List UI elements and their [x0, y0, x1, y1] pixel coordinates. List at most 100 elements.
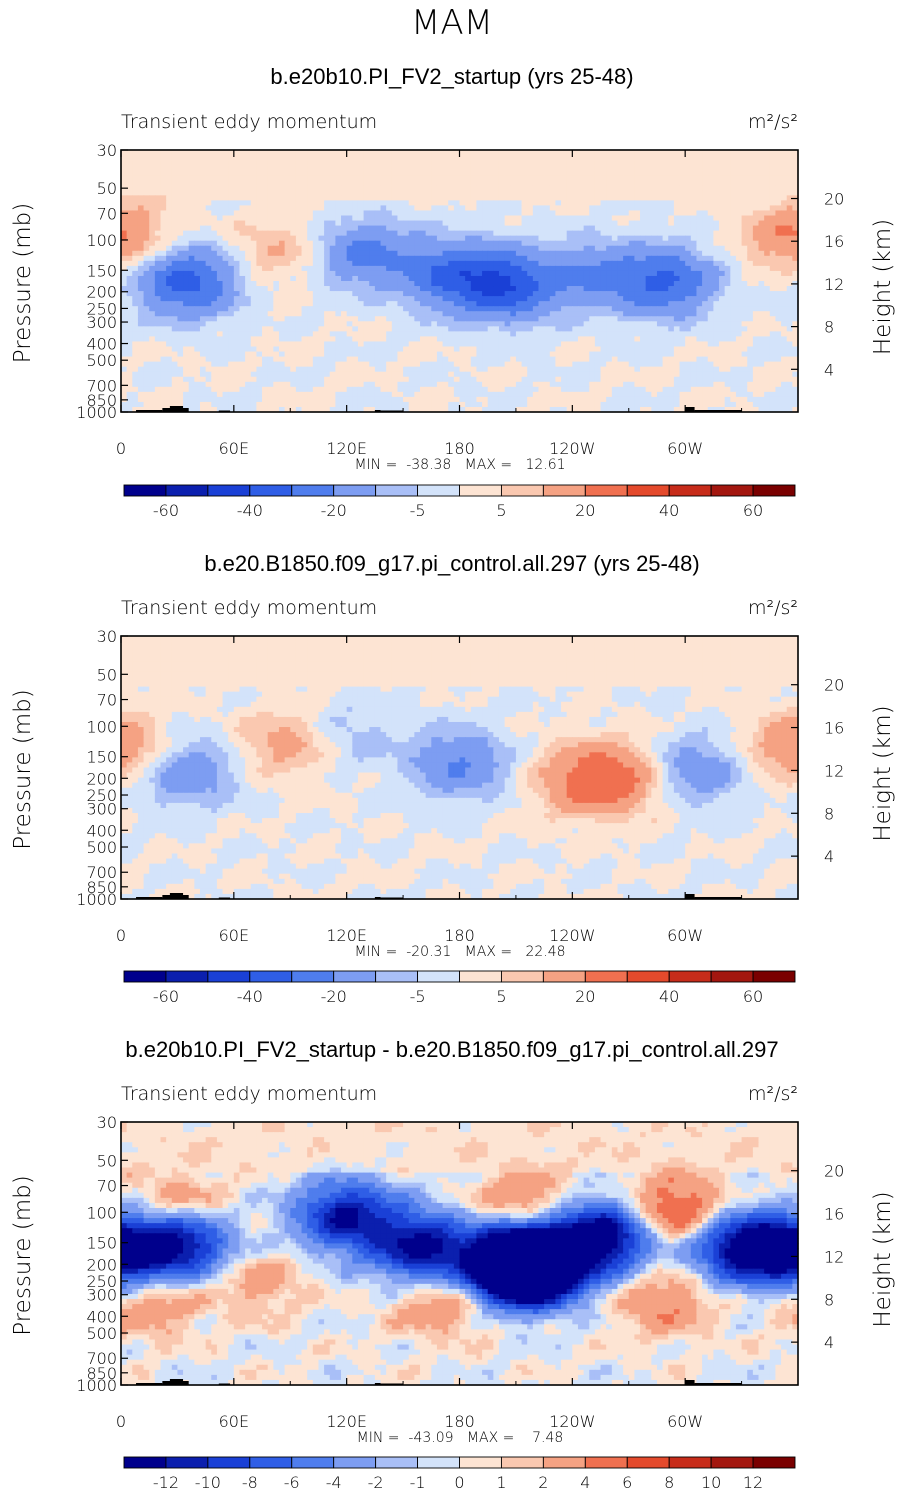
heatmap-cell — [476, 336, 483, 343]
heatmap-cell — [386, 296, 393, 302]
heatmap-cell — [758, 346, 765, 353]
heatmap-cell — [685, 331, 692, 338]
heatmap-cell — [374, 215, 382, 222]
heatmap-cell — [262, 175, 269, 181]
heatmap-cell — [166, 195, 173, 201]
heatmap-cell — [640, 245, 647, 252]
heatmap-cell — [611, 225, 619, 232]
heatmap-cell — [504, 225, 511, 232]
heatmap-cell — [143, 336, 150, 343]
heatmap-cell — [735, 235, 743, 242]
heatmap-cell — [764, 270, 771, 277]
heatmap-cell — [194, 286, 201, 292]
heatmap-cell — [656, 316, 664, 322]
heatmap-cell — [651, 296, 658, 302]
heatmap-cell — [194, 245, 201, 252]
heatmap-cell — [792, 250, 799, 257]
heatmap-cell — [493, 195, 500, 201]
heatmap-cell — [239, 286, 246, 292]
heatmap-cell — [346, 336, 353, 343]
heatmap-cell — [307, 326, 314, 332]
heatmap-cell — [284, 331, 291, 338]
heatmap-cell — [431, 326, 438, 332]
heatmap-cell — [549, 321, 557, 327]
heatmap-cell — [769, 225, 777, 232]
heatmap-cell — [555, 291, 562, 297]
heatmap-cell — [126, 190, 133, 196]
heatmap-cell — [290, 185, 297, 191]
heatmap-cell — [656, 336, 664, 343]
heatmap-cell — [318, 155, 325, 161]
heatmap-cell — [741, 351, 748, 358]
heatmap-cell — [233, 185, 241, 191]
heatmap-cell — [493, 270, 500, 277]
heatmap-cell — [532, 185, 540, 191]
heatmap-cell — [606, 190, 613, 196]
heatmap-cell — [205, 260, 212, 267]
heatmap-cell — [611, 220, 619, 227]
heatmap-cell — [357, 165, 365, 171]
heatmap-cell — [199, 245, 207, 252]
heatmap-cell — [730, 316, 737, 322]
heatmap-cell — [752, 351, 760, 358]
heatmap-cell — [137, 200, 145, 207]
heatmap-cell — [482, 195, 489, 201]
heatmap-cell — [476, 195, 483, 201]
heatmap-cell — [166, 175, 173, 181]
heatmap-cell — [685, 346, 692, 353]
heatmap-cell — [628, 341, 635, 348]
heatmap-cell — [397, 245, 404, 252]
heatmap-cell — [476, 205, 483, 212]
heatmap-cell — [228, 185, 235, 191]
heatmap-cell — [318, 275, 325, 282]
heatmap-cell — [301, 311, 308, 317]
heatmap-cell — [425, 230, 432, 237]
heatmap-cell — [470, 250, 478, 257]
heatmap-cell — [459, 306, 466, 312]
heatmap-cell — [194, 190, 201, 196]
heatmap-cell — [216, 260, 224, 267]
heatmap-cell — [561, 346, 568, 353]
heatmap-cell — [538, 306, 545, 312]
heatmap-cell — [239, 336, 246, 343]
heatmap-cell — [600, 331, 607, 338]
heatmap-cell — [121, 215, 128, 222]
heatmap-cell — [752, 281, 760, 287]
heatmap-cell — [216, 185, 224, 191]
heatmap-cell — [346, 180, 353, 186]
heatmap-cell — [769, 270, 777, 277]
heatmap-cell — [278, 275, 286, 282]
heatmap-cell — [222, 245, 229, 252]
heatmap-cell — [233, 341, 241, 348]
heatmap-cell — [166, 275, 173, 282]
heatmap-cell — [171, 190, 179, 196]
heatmap-cell — [521, 326, 528, 332]
heatmap-cell — [301, 331, 308, 338]
heatmap-cell — [391, 185, 399, 191]
heatmap-cell — [470, 165, 478, 171]
heatmap-cell — [436, 311, 444, 317]
heatmap-cell — [696, 185, 703, 191]
heatmap-cell — [284, 281, 291, 287]
heatmap-cell — [290, 210, 297, 217]
heatmap-cell — [504, 210, 511, 217]
heatmap-cell — [651, 275, 658, 282]
heatmap-cell — [216, 336, 224, 343]
heatmap-cell — [532, 311, 540, 317]
heatmap-cell — [183, 296, 190, 302]
heatmap-cell — [566, 225, 573, 232]
heatmap-cell — [301, 351, 308, 358]
heatmap-cell — [335, 165, 342, 171]
heatmap-cell — [544, 346, 551, 353]
heatmap-cell — [640, 185, 647, 191]
heatmap-cell — [544, 225, 551, 232]
heatmap-cell — [453, 356, 461, 363]
heatmap-cell — [329, 225, 336, 232]
heatmap-cell — [487, 155, 494, 161]
heatmap-cell — [222, 170, 229, 176]
heatmap-cell — [600, 275, 607, 282]
heatmap-cell — [572, 155, 579, 161]
heatmap-cell — [143, 286, 150, 292]
heatmap-cell — [487, 291, 494, 297]
heatmap-cell — [143, 150, 150, 156]
